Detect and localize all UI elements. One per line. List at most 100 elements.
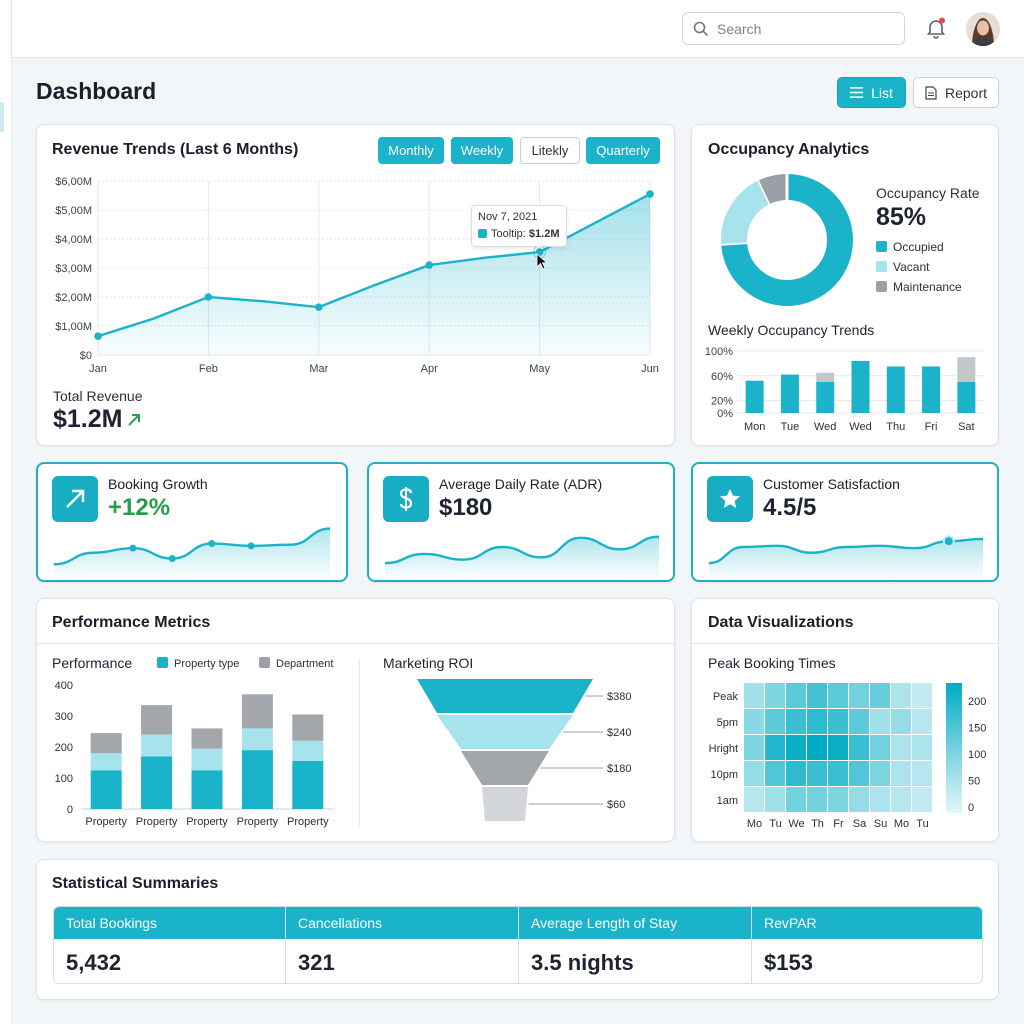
revenue-x-tick-label: Apr xyxy=(421,363,438,375)
heatmap-cell xyxy=(870,683,890,708)
list-view-button[interactable]: List xyxy=(837,77,906,108)
weekly-occupancy-bar-chart[interactable]: 0%20% 60% 100% Mon Tue Wed Wed Thu Fri Sat xyxy=(692,339,1000,439)
occupancy-rate-value: 85% xyxy=(876,203,927,231)
funnel-value-label: $60 xyxy=(607,799,625,811)
performance-y-tick-label: 400 xyxy=(55,680,73,692)
marketing-roi-funnel-chart[interactable]: $380 $240 $180 $60 xyxy=(407,675,657,835)
performance-bar-segment xyxy=(141,734,173,757)
occupancy-donut-chart[interactable] xyxy=(720,173,854,307)
tooltip-date: Nov 7, 2021 xyxy=(478,211,538,223)
weekly-y-tick-label: 60% xyxy=(711,371,733,383)
peak-booking-heatmap[interactable]: Peak 5pm Hright 10pm 1am Mo Tu We Th Fr Sa Su Mo Tu 20… xyxy=(692,675,1000,835)
legend-occupied: Occupied xyxy=(876,240,944,254)
document-icon xyxy=(925,85,937,100)
period-weekly-button[interactable]: Weekly xyxy=(451,137,513,164)
period-litekly-button[interactable]: Litekly xyxy=(520,137,580,164)
booking-growth-card[interactable]: Booking Growth +12% xyxy=(36,462,348,582)
revenue-point xyxy=(94,332,102,340)
heatmap-cell xyxy=(912,735,932,760)
customer-satisfaction-card[interactable]: Customer Satisfaction 4.5/5 xyxy=(691,462,999,582)
adr-icon-box xyxy=(383,476,429,522)
legend-vacant-label: Vacant xyxy=(893,260,930,274)
heatmap-column-label: Fr xyxy=(833,818,844,830)
colorbar-tick-label: 100 xyxy=(968,749,986,761)
performance-metrics-card: Performance Metrics Performance Property… xyxy=(36,598,675,842)
search-icon xyxy=(693,21,709,37)
performance-bar-segment xyxy=(241,750,273,809)
side-rail-active-marker[interactable] xyxy=(0,102,4,132)
weekly-bar-occupied xyxy=(886,366,905,413)
data-viz-divider xyxy=(692,643,998,644)
avatar[interactable] xyxy=(966,12,1000,46)
performance-y-tick-label: 100 xyxy=(55,773,73,785)
heatmap-cell xyxy=(744,735,764,760)
heatmap-column-label: Tu xyxy=(916,818,928,830)
revenue-point xyxy=(315,303,323,311)
performance-bar-segment xyxy=(292,714,324,741)
heatmap-cell xyxy=(849,683,869,708)
adr-card[interactable]: Average Daily Rate (ADR) $180 xyxy=(367,462,675,582)
heatmap-column-label: Mo xyxy=(747,818,762,830)
performance-bar-segment xyxy=(292,740,324,761)
performance-bar-segment xyxy=(141,705,173,735)
weekly-bar-other xyxy=(957,357,976,382)
sparkline-line xyxy=(708,537,984,565)
weekly-y-tick-label: 0% xyxy=(717,408,733,420)
heatmap-cell xyxy=(912,683,932,708)
performance-bar-segment xyxy=(241,694,273,729)
list-icon xyxy=(850,87,864,98)
marketing-roi-title: Marketing ROI xyxy=(383,655,474,671)
heatmap-cell xyxy=(786,683,806,708)
revenue-y-tick-label: $5,00M xyxy=(55,205,92,217)
stat-avg-length-label: Average Length of Stay xyxy=(531,915,678,931)
data-viz-card-title: Data Visualizations xyxy=(708,614,854,631)
occupancy-card-title: Occupancy Analytics xyxy=(708,141,870,158)
sparkline-area xyxy=(385,536,659,578)
performance-bar-segment xyxy=(90,753,122,771)
page-title: Dashboard xyxy=(36,78,157,104)
sparkline-line xyxy=(384,535,660,565)
colorbar-tick-label: 0 xyxy=(968,802,974,814)
user-avatar-icon xyxy=(966,12,1000,46)
report-button[interactable]: Report xyxy=(913,77,999,108)
heatmap-title: Peak Booking Times xyxy=(708,655,836,671)
legend-swatch-maintenance xyxy=(876,281,887,292)
period-quarterly-button[interactable]: Quarterly xyxy=(586,137,660,164)
performance-y-tick-label: 0 xyxy=(67,804,73,816)
weekly-bar-occupied xyxy=(780,374,799,413)
occupancy-rate-label: Occupancy Rate xyxy=(876,185,980,201)
revenue-point xyxy=(646,190,654,198)
revenue-line-chart[interactable]: $0 $1,00M $2,00M $3,00M $4,00M $5,00M $6,00M Ja… xyxy=(37,125,676,385)
heatmap-cell xyxy=(891,709,911,734)
tooltip-value-row: Tooltip: $1.2M xyxy=(478,228,560,240)
legend-occupied-label: Occupied xyxy=(893,240,944,254)
heatmap-cell xyxy=(891,683,911,708)
stats-card-title: Statistical Summaries xyxy=(52,875,219,892)
funnel-value-label: $180 xyxy=(607,763,631,775)
performance-card-title: Performance Metrics xyxy=(52,614,211,631)
heatmap-cell xyxy=(828,787,848,812)
weekly-occupancy-title: Weekly Occupancy Trends xyxy=(708,322,875,338)
side-rail xyxy=(0,0,12,1024)
heatmap-cell xyxy=(807,735,827,760)
colorbar-tick-label: 200 xyxy=(968,696,986,708)
bell-icon[interactable] xyxy=(924,16,948,40)
revenue-y-tick-label: $6,00M xyxy=(55,176,92,188)
heatmap-cell xyxy=(828,761,848,786)
period-monthly-button[interactable]: Monthly xyxy=(378,137,444,164)
legend-maintenance: Maintenance xyxy=(876,280,962,294)
performance-stacked-bar-chart[interactable]: 0 100 200 300 400 Property Property Property Pro… xyxy=(37,669,357,839)
heatmap-cell xyxy=(786,761,806,786)
heatmap-column-label: Mo xyxy=(894,818,909,830)
stat-revpar-value: $153 xyxy=(764,950,813,975)
weekly-x-tick-label: Mon xyxy=(744,421,765,433)
tooltip-value: $1.2M xyxy=(528,228,560,240)
weekly-y-tick-label: 20% xyxy=(711,396,733,408)
sparkline-highlight-point xyxy=(942,535,955,548)
performance-bar-segment xyxy=(191,728,223,749)
search-input[interactable]: Search xyxy=(682,12,905,45)
weekly-x-tick-label: Tue xyxy=(781,421,800,433)
heatmap-cell xyxy=(870,735,890,760)
stat-total-bookings-value: 5,432 xyxy=(66,950,122,975)
heatmap-cell xyxy=(912,761,932,786)
